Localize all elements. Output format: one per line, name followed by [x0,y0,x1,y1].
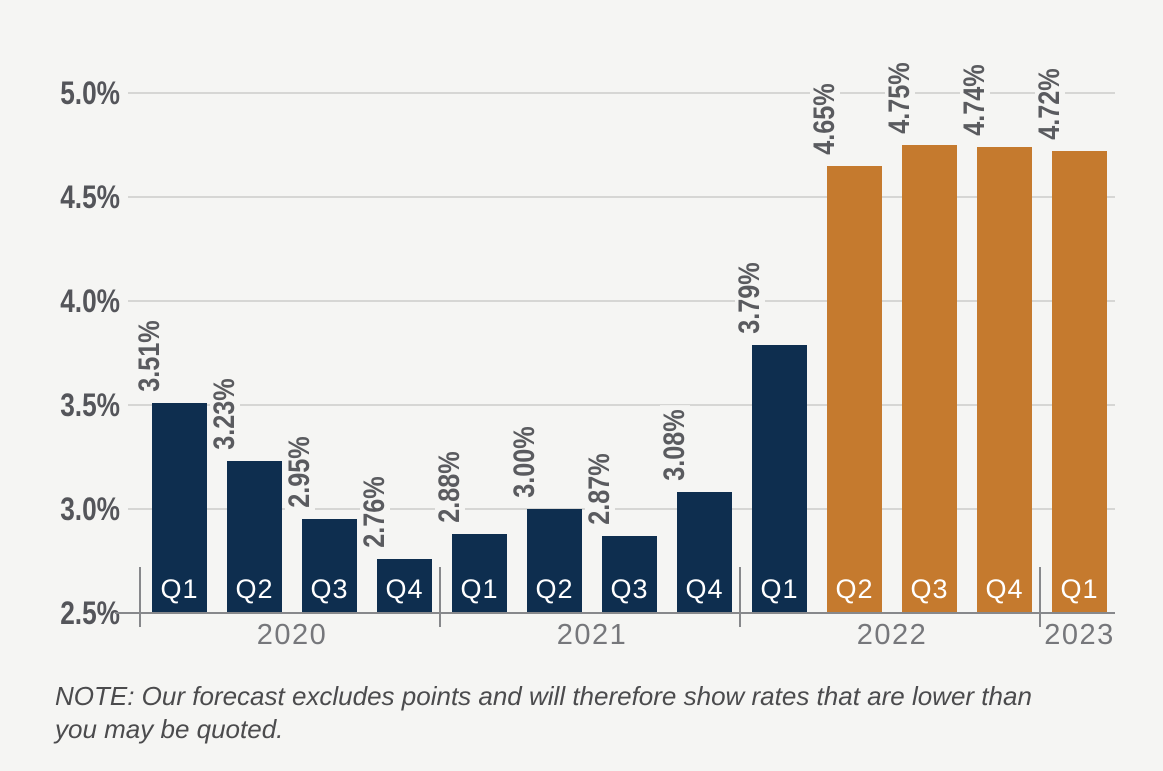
bar-2021-Q4 [677,492,732,613]
bar-2023-Q1 [1052,151,1107,613]
year-divider-2022 [739,567,741,627]
bar-value-label-2020-Q3: 2.95% [283,432,316,513]
bar-quarter-label-2021-Q3: Q3 [610,574,649,604]
bar-quarter-label-2020-Q2: Q2 [235,574,274,604]
bar-value-label-2022-Q4: 4.74% [958,60,991,141]
bar-value-label-2022-Q1: 3.79% [733,257,766,338]
gridline-4.0% [128,300,1115,302]
gridline-4.5% [128,196,1115,198]
year-label-2022: 2022 [856,619,928,651]
y-tick-label-3.5%: 3.5% [60,387,120,423]
bar-quarter-label-2023-Q1: Q1 [1060,574,1099,604]
x-axis-baseline [115,612,1115,614]
bar-quarter-label-2022-Q1: Q1 [760,574,799,604]
bar-2021-Q3 [602,536,657,613]
bar-value-label-2021-Q2: 3.00% [508,422,541,502]
bar-quarter-label-2022-Q2: Q2 [835,574,874,604]
y-tick-label-3.0%: 3.0% [60,491,120,527]
bar-2022-Q3 [902,145,957,613]
bar-quarter-label-2022-Q4: Q4 [985,574,1024,604]
year-divider-2023 [1039,567,1041,627]
year-label-2023: 2023 [1044,619,1115,651]
bar-value-label-2020-Q4: 2.76% [358,472,391,552]
note-line-2: you may be quoted. [55,714,284,744]
bar-2021-Q1 [452,533,507,613]
bar-quarter-label-2022-Q3: Q3 [910,574,949,604]
bar-value-label-2022-Q2: 4.65% [808,78,841,159]
bar-quarter-label-2020-Q4: Q4 [385,574,424,604]
bar-quarter-label-2021-Q1: Q1 [460,574,499,604]
bar-2022-Q2 [827,165,882,613]
year-divider-2021 [439,567,441,627]
note-text: NOTE: Our forecast excludes points and w… [55,680,1133,746]
bar-quarter-label-2021-Q4: Q4 [685,574,724,604]
gridline-3.5% [128,404,1115,406]
note-line-1: NOTE: Our forecast excludes points and w… [55,681,1032,711]
y-tick-label-2.5%: 2.5% [60,595,120,631]
gridline-3.0% [128,508,1115,510]
bar-2020-Q2 [227,461,282,613]
bar-2020-Q4 [377,558,432,613]
y-tick-label-4.5%: 4.5% [60,179,120,215]
bar-quarter-label-2021-Q2: Q2 [535,574,574,604]
bar-value-label-2020-Q1: 3.51% [133,316,166,396]
bar-2020-Q1 [152,402,207,613]
bar-value-label-2021-Q4: 3.08% [658,405,691,486]
y-tick-label-5.0%: 5.0% [60,75,120,111]
bar-2020-Q3 [302,519,357,613]
bar-2022-Q1 [752,344,807,613]
bar-value-label-2023-Q1: 4.72% [1033,64,1066,145]
bar-2021-Q2 [527,509,582,613]
bar-value-label-2021-Q1: 2.88% [433,447,466,527]
gridline-5.0% [128,92,1115,94]
year-label-2021: 2021 [556,619,628,651]
bar-value-label-2021-Q3: 2.87% [583,449,616,530]
bar-value-label-2022-Q3: 4.75% [883,58,916,138]
bar-value-label-2020-Q2: 3.23% [208,374,241,455]
bar-quarter-label-2020-Q3: Q3 [310,574,349,604]
year-label-2020: 2020 [256,619,328,651]
bar-2022-Q4 [977,147,1032,613]
bar-quarter-label-2020-Q1: Q1 [160,574,199,604]
year-divider-2020 [139,567,141,627]
y-tick-label-4.0%: 4.0% [60,283,120,319]
